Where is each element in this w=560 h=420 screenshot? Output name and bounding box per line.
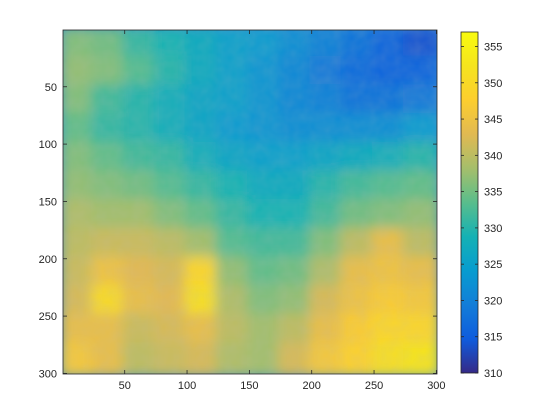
texture-overlay bbox=[63, 30, 437, 374]
colorbar-tick-label: 315 bbox=[484, 332, 502, 344]
colorbar-tick-label: 320 bbox=[484, 295, 502, 307]
colorbar-tick-label: 350 bbox=[484, 78, 502, 90]
plot-frame bbox=[62, 29, 438, 375]
x-tick-label: 150 bbox=[240, 380, 258, 392]
y-tick-label: 250 bbox=[39, 311, 57, 323]
colorbar-tick-label: 355 bbox=[484, 42, 502, 54]
x-tick-label: 200 bbox=[303, 380, 321, 392]
y-tick-label: 50 bbox=[45, 82, 57, 94]
x-tick-label: 50 bbox=[119, 380, 131, 392]
colorbar-tick-label: 340 bbox=[484, 150, 502, 162]
x-tick-label: 100 bbox=[178, 380, 196, 392]
colorbar-tick-label: 335 bbox=[484, 187, 502, 199]
x-tick-label: 250 bbox=[365, 380, 383, 392]
plot-area: 50 100 150 200 250 300 50 100 150 200 250 300 bbox=[39, 29, 446, 392]
y-tick-label: 100 bbox=[39, 139, 57, 151]
colorbar-tick-label: 330 bbox=[484, 223, 502, 235]
heatmap-cells bbox=[63, 30, 437, 374]
y-tick-label: 200 bbox=[39, 254, 57, 266]
colorbar-tick-label: 310 bbox=[484, 368, 502, 380]
colorbar-ticks: 310 315 320 325 330 335 340 345 350 355 bbox=[461, 42, 502, 380]
colorbar-tick-label: 325 bbox=[484, 259, 502, 271]
y-tick-label: 300 bbox=[39, 368, 57, 380]
colorbar-tick-label: 345 bbox=[484, 114, 502, 126]
y-tick-label: 150 bbox=[39, 196, 57, 208]
colorbar-gradient bbox=[461, 32, 478, 373]
colorbar-frame bbox=[460, 31, 479, 374]
x-axis: 50 100 150 200 250 300 bbox=[119, 30, 446, 392]
y-axis: 50 100 150 200 250 300 bbox=[39, 82, 437, 380]
colorbar: 310 315 320 325 330 335 340 345 350 355 bbox=[460, 31, 502, 380]
x-tick-label: 300 bbox=[427, 380, 445, 392]
